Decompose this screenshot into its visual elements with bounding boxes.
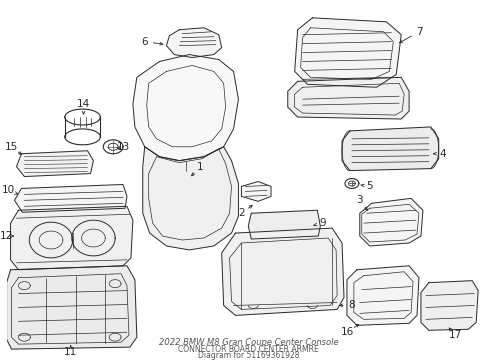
Text: 17: 17: [449, 330, 462, 340]
Polygon shape: [15, 184, 127, 212]
Text: 8: 8: [348, 301, 355, 310]
Polygon shape: [248, 210, 320, 239]
Text: 5: 5: [367, 181, 373, 192]
Polygon shape: [221, 228, 344, 315]
Text: 16: 16: [341, 327, 354, 337]
Text: 6: 6: [142, 37, 148, 47]
Text: 2: 2: [238, 208, 245, 218]
Polygon shape: [294, 18, 401, 87]
Polygon shape: [342, 127, 439, 171]
Text: 14: 14: [77, 99, 90, 109]
Polygon shape: [133, 55, 239, 161]
Text: Diagram for 51169361928: Diagram for 51169361928: [197, 351, 299, 360]
Text: 12: 12: [0, 231, 13, 241]
Text: 9: 9: [319, 218, 326, 228]
Text: CONNECTOR BOARD CENTER ARMRE: CONNECTOR BOARD CENTER ARMRE: [178, 345, 318, 354]
Polygon shape: [288, 77, 409, 119]
Text: 10: 10: [2, 185, 15, 195]
Polygon shape: [11, 206, 133, 270]
Polygon shape: [7, 266, 137, 349]
Text: 3: 3: [356, 195, 363, 205]
Text: 2022 BMW M8 Gran Coupe Center Console: 2022 BMW M8 Gran Coupe Center Console: [158, 338, 338, 347]
Text: 13: 13: [117, 142, 130, 152]
Text: 7: 7: [416, 27, 422, 37]
Polygon shape: [143, 147, 239, 250]
Polygon shape: [360, 198, 423, 246]
Text: 15: 15: [5, 142, 18, 152]
Polygon shape: [242, 181, 271, 201]
Polygon shape: [347, 266, 419, 325]
Text: 11: 11: [64, 347, 77, 357]
Polygon shape: [421, 281, 478, 330]
Polygon shape: [167, 28, 221, 58]
Polygon shape: [17, 151, 94, 176]
Text: 1: 1: [196, 162, 203, 172]
Text: 4: 4: [440, 149, 446, 159]
